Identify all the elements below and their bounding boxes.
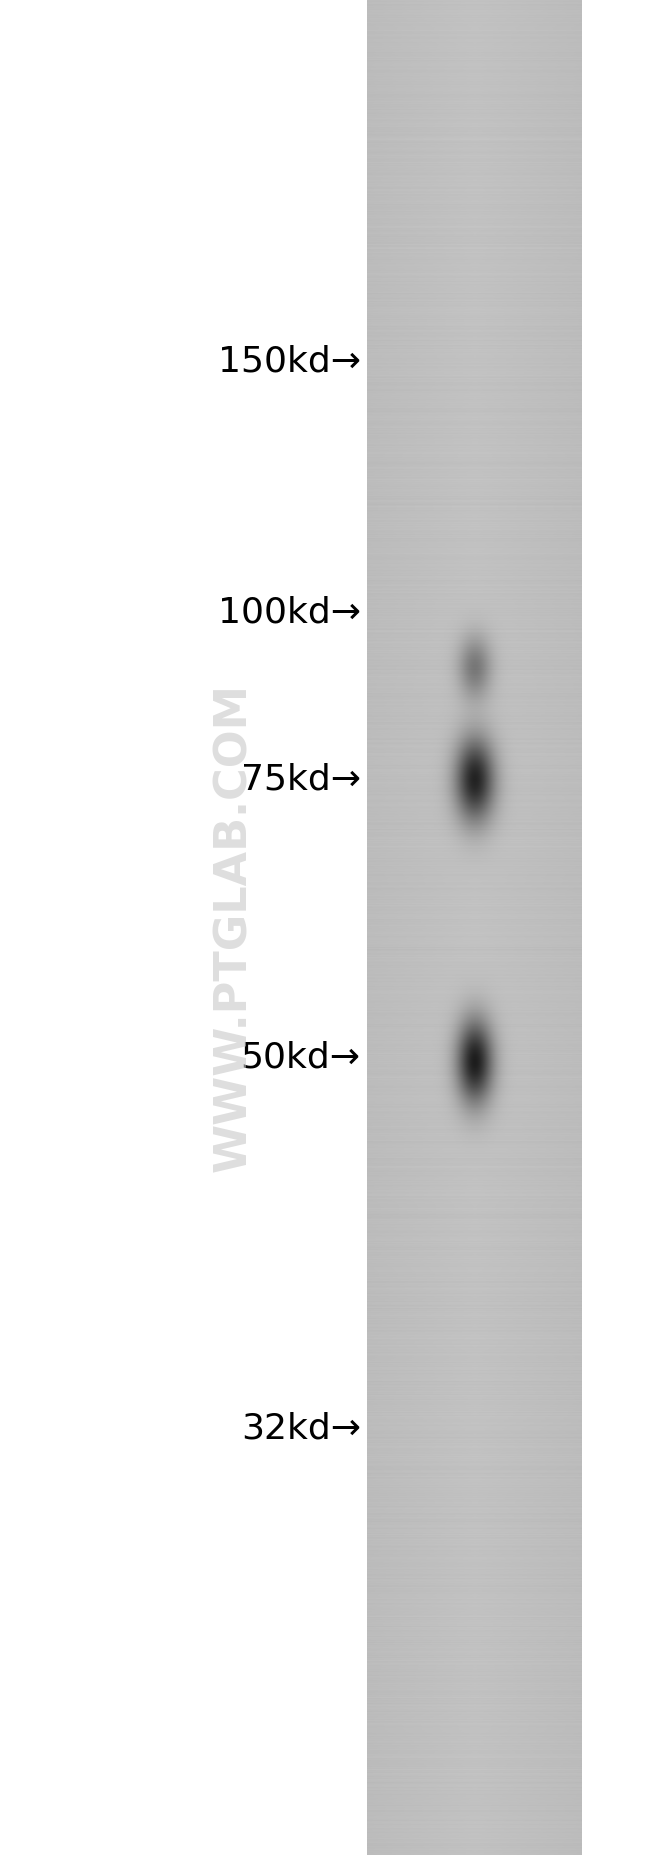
Text: 32kd→: 32kd→ (240, 1412, 361, 1445)
Text: WWW.PTGLAB.COM: WWW.PTGLAB.COM (213, 683, 255, 1172)
Text: 150kd→: 150kd→ (218, 345, 361, 378)
Text: 50kd→: 50kd→ (240, 1041, 361, 1074)
Text: 100kd→: 100kd→ (218, 595, 361, 629)
Text: 75kd→: 75kd→ (240, 762, 361, 796)
